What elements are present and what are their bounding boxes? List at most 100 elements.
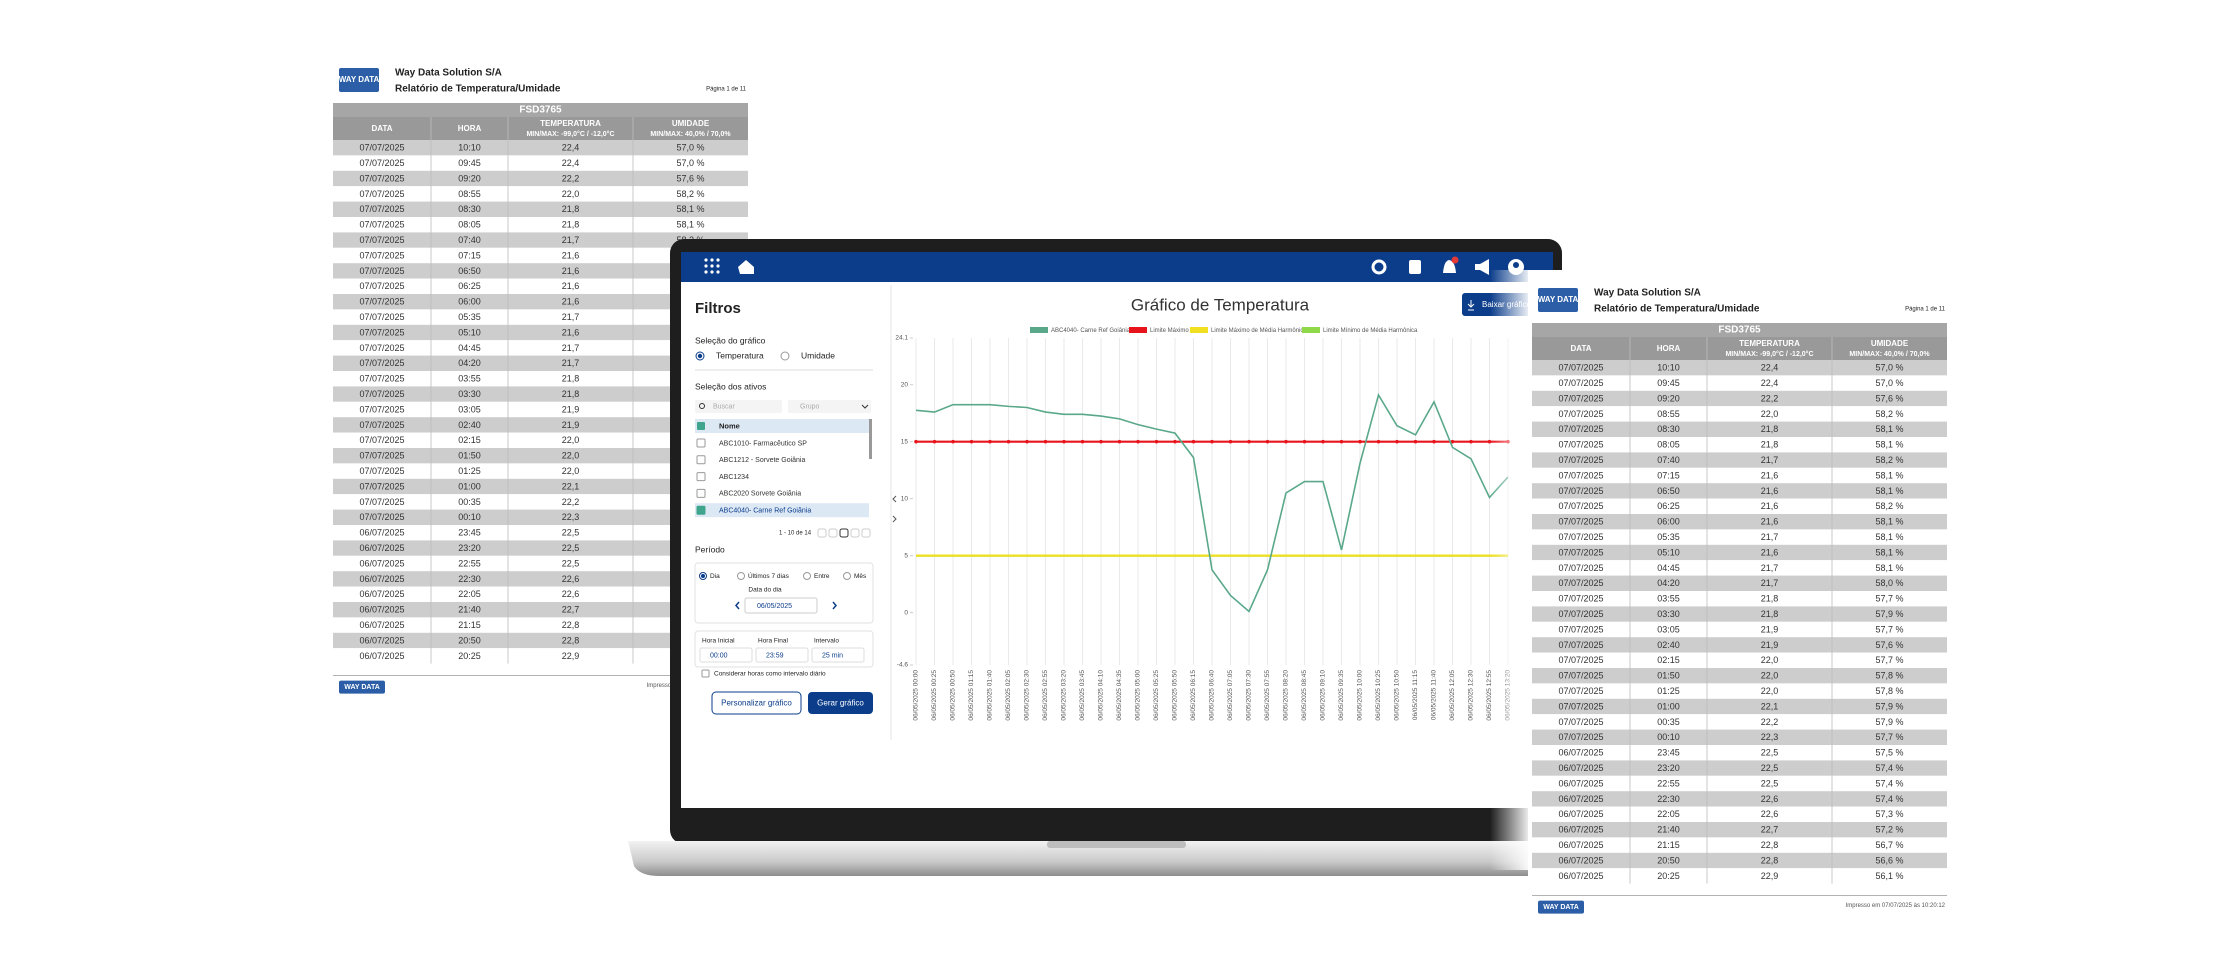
table-cell: 07/07/2025 <box>359 173 404 183</box>
checkbox[interactable] <box>696 488 706 498</box>
limit-marker <box>1117 439 1122 444</box>
next-arrow[interactable] <box>832 601 837 610</box>
table-cell: 21:15 <box>1657 840 1680 850</box>
table-row <box>333 247 748 264</box>
table-row <box>1532 837 1947 853</box>
collapse-arrow[interactable] <box>892 495 897 503</box>
table-row <box>333 632 748 649</box>
page-button[interactable] <box>839 528 849 538</box>
table-cell: 22:55 <box>458 558 481 568</box>
page-button[interactable] <box>850 528 860 538</box>
table-row <box>1532 714 1947 730</box>
field-value: 00:00 <box>710 652 728 659</box>
table-row <box>333 648 748 664</box>
table-cell: 09:20 <box>1657 393 1680 403</box>
date-input[interactable] <box>744 597 818 614</box>
table-cell: 01:25 <box>1657 686 1680 696</box>
radio[interactable] <box>843 572 851 580</box>
announce-icon[interactable] <box>1475 259 1489 275</box>
help-icon[interactable] <box>1409 260 1421 274</box>
logo-box <box>339 68 379 92</box>
table-cell: 57,4 % <box>1875 778 1903 788</box>
legend-swatch <box>1302 327 1320 333</box>
time-input[interactable] <box>699 647 753 663</box>
table-header <box>333 117 748 140</box>
table-cell: 57,9 % <box>1875 717 1903 727</box>
table-cell: 02:15 <box>458 435 481 445</box>
table-cell: 07/07/2025 <box>1558 563 1603 573</box>
home-icon[interactable] <box>738 260 754 274</box>
table-cell: 57,6 % <box>1875 640 1903 650</box>
prev-arrow[interactable] <box>735 601 740 610</box>
table-cell: 22,3 <box>562 512 580 522</box>
x-tick-label: 06/05/2025 10:25 <box>1375 670 1382 721</box>
limit-marker <box>1376 439 1381 444</box>
x-tick-label: 06/05/2025 09:10 <box>1320 670 1327 721</box>
settings-icon[interactable] <box>1371 259 1387 275</box>
time-input[interactable] <box>755 647 809 663</box>
table-cell: 21,7 <box>1761 532 1779 542</box>
checkbox[interactable] <box>696 455 706 465</box>
checkbox[interactable] <box>697 422 705 430</box>
table-cell: 07/07/2025 <box>1558 378 1603 388</box>
checkbox[interactable] <box>696 472 706 482</box>
limit-marker <box>1173 439 1177 444</box>
checkbox[interactable] <box>696 505 706 515</box>
table-row <box>1532 729 1947 745</box>
table-cell: 57,7 % <box>1875 655 1903 665</box>
table-cell: 05:35 <box>1657 532 1680 542</box>
table-cell: 22,6 <box>562 589 580 599</box>
table-row <box>333 371 748 387</box>
series-line <box>915 392 1509 613</box>
table-cell: 21,8 <box>1761 424 1779 434</box>
limit-marker <box>914 439 918 444</box>
table-cell: 06/07/2025 <box>1558 871 1603 881</box>
table-cell: 07/07/2025 <box>1558 440 1603 450</box>
checkbox[interactable] <box>701 669 710 678</box>
time-input[interactable] <box>811 647 865 663</box>
table-cell: 21:40 <box>1657 825 1680 835</box>
device: FSD3765 <box>519 105 562 116</box>
table-cell: 22:30 <box>458 574 481 584</box>
bell-icon[interactable] <box>1443 260 1456 273</box>
table-cell: 04:45 <box>458 343 481 353</box>
checkbox[interactable] <box>696 438 706 448</box>
table-cell: 07/07/2025 <box>359 389 404 399</box>
table-cell: 03:55 <box>458 374 481 384</box>
x-tick-label: 06/05/2025 07:30 <box>1246 670 1253 721</box>
radio[interactable] <box>780 351 790 361</box>
table-cell: 21,8 <box>562 220 580 230</box>
printed-at: Impresso em 07/07/2025 às 10:20:12 <box>1846 903 1946 909</box>
table-cell: 07/07/2025 <box>359 189 404 199</box>
table-cell: 07/07/2025 <box>1558 363 1603 373</box>
table-row <box>333 309 748 325</box>
table-cell: 22,0 <box>562 451 580 461</box>
logo: WAY DATA <box>339 75 380 84</box>
table-row <box>1532 852 1947 869</box>
table-row <box>1532 437 1947 453</box>
search-box[interactable] <box>695 400 782 413</box>
limit-marker <box>1469 439 1473 444</box>
legend-swatch <box>1030 327 1048 333</box>
table-cell: 57,7 % <box>1875 594 1903 604</box>
generate-button[interactable] <box>808 692 873 714</box>
radio[interactable] <box>803 572 811 580</box>
expand-arrow[interactable] <box>892 515 897 523</box>
page-button[interactable] <box>828 528 838 538</box>
table-cell: 06/07/2025 <box>359 620 404 630</box>
table-cell: 21,6 <box>1761 517 1779 527</box>
table-row <box>333 155 748 171</box>
table-cell: 22,2 <box>562 173 580 183</box>
page-button[interactable] <box>861 528 871 538</box>
table-cell: 58,2 % <box>1875 455 1903 465</box>
x-tick-label: 06/05/2025 06:15 <box>1190 670 1197 721</box>
radio[interactable] <box>737 572 745 580</box>
group-select[interactable] <box>788 400 871 413</box>
table-cell: 22,4 <box>562 143 580 153</box>
table-cell: 07/07/2025 <box>359 297 404 307</box>
customize-button[interactable] <box>711 691 802 715</box>
table-cell: 20:25 <box>1657 871 1680 881</box>
table-cell: 06/07/2025 <box>359 651 404 661</box>
page-button[interactable] <box>817 528 827 538</box>
table-cell: 07/07/2025 <box>359 358 404 368</box>
